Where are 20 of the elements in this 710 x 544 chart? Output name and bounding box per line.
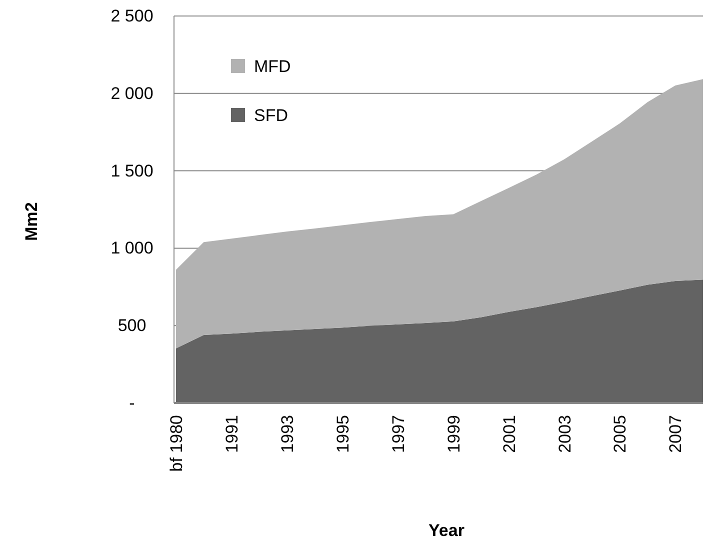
y-tick-label: - xyxy=(129,393,135,412)
x-tick-label: 1995 xyxy=(333,415,352,453)
x-tick-label: bf 1980 xyxy=(166,415,186,472)
y-tick-label: 2 000 xyxy=(110,84,154,103)
y-tick-label: 1 000 xyxy=(110,238,154,258)
x-tick-label: 2001 xyxy=(500,415,519,453)
y-tick-label: 500 xyxy=(118,316,146,336)
y-tick-label: 2 500 xyxy=(110,6,154,26)
legend-label: SFD xyxy=(254,106,288,125)
y-axis-title: Mm2 xyxy=(22,202,41,241)
x-tick-label: 2005 xyxy=(610,415,630,453)
x-axis-title: Year xyxy=(428,521,465,540)
x-tick-label: 2007 xyxy=(666,415,686,453)
legend-label: MFD xyxy=(254,56,291,76)
x-tick-label: 1993 xyxy=(278,415,297,453)
x-tick-label: 2003 xyxy=(555,415,574,453)
x-tick-label: 1999 xyxy=(444,415,464,453)
x-tick-label: 1991 xyxy=(222,415,242,453)
y-tick-label: 1 500 xyxy=(110,161,154,180)
x-tick-label: 1997 xyxy=(388,415,408,453)
